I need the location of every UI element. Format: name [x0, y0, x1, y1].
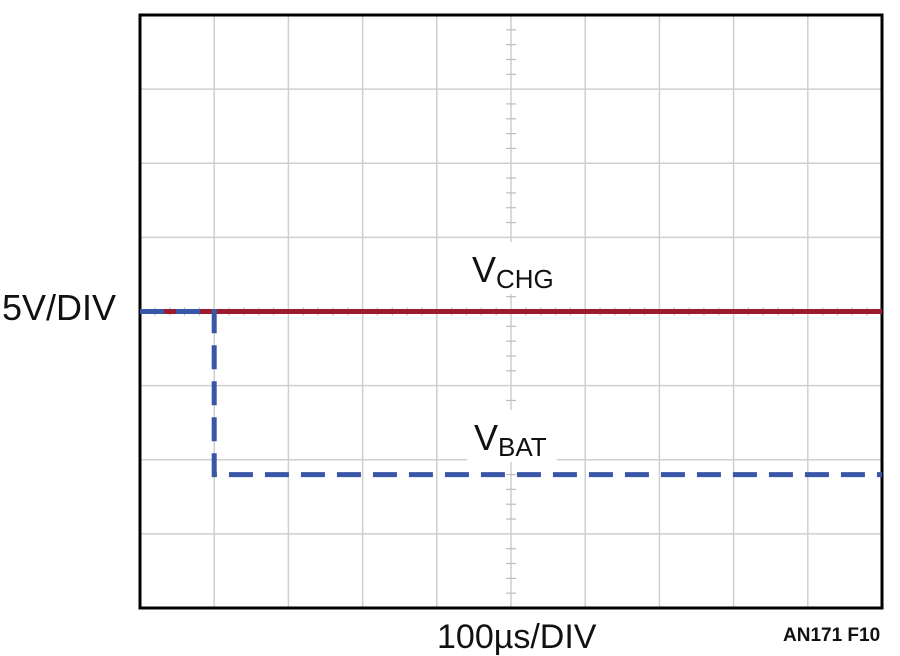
figure-id: AN171 F10: [783, 625, 880, 646]
vchg-label: V CHG: [465, 242, 563, 294]
svg-text:V: V: [472, 249, 496, 290]
vbat-label: V BAT: [467, 410, 557, 462]
y-scale-label: 5V/DIV: [2, 287, 116, 328]
svg-text:CHG: CHG: [496, 264, 554, 294]
traces: [140, 309, 882, 478]
trace-vbat: [140, 309, 882, 478]
svg-text:V: V: [474, 417, 498, 458]
svg-text:BAT: BAT: [498, 432, 547, 462]
x-scale-label: 100µs/DIV: [437, 618, 597, 656]
